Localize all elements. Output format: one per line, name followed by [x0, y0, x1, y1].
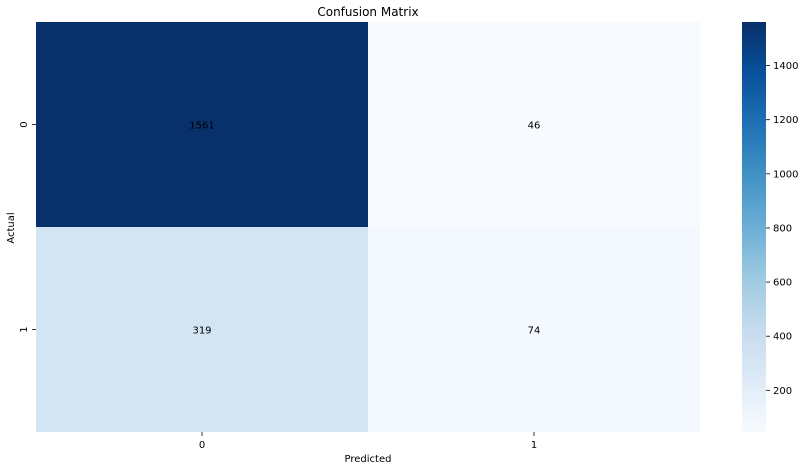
colorbar-tick-label-1: 400	[773, 332, 792, 343]
y-axis-label: Actual	[6, 212, 17, 243]
colorbar-ticks: 200 400 600 800 1000 1200 1400	[766, 61, 798, 397]
cell-value-label-0-0: 1561	[189, 121, 214, 132]
colorbar-tick-label-3: 800	[773, 223, 792, 234]
colorbar-tick-label-0: 200	[773, 386, 792, 397]
x-axis-label: Predicted	[345, 454, 392, 465]
x-tick-label-1: 1	[531, 440, 537, 451]
heatmap-cell-0-1	[368, 22, 700, 227]
heatmap-cell-1-1	[368, 227, 700, 432]
chart-title: Confusion Matrix	[317, 5, 418, 19]
heatmap-cell-0-0	[36, 22, 368, 227]
colorbar-tick-label-2: 600	[773, 278, 792, 289]
heatmap-cells: 1561 46 319 74	[36, 22, 700, 432]
colorbar-tick-label-5: 1200	[773, 115, 798, 126]
y-axis-ticks: 01	[19, 121, 36, 333]
cell-value-label-1-1: 74	[528, 326, 541, 337]
cell-value-label-0-1: 46	[528, 121, 541, 132]
y-tick-label-1: 1	[19, 326, 30, 332]
x-tick-label-0: 0	[199, 440, 205, 451]
y-tick-label-0: 0	[19, 121, 30, 127]
cell-value-label-1-0: 319	[192, 326, 211, 337]
heatmap-cell-1-0	[36, 227, 368, 432]
colorbar-tick-label-4: 1000	[773, 169, 798, 180]
colorbar-tick-label-6: 1400	[773, 61, 798, 72]
colorbar	[742, 22, 766, 432]
